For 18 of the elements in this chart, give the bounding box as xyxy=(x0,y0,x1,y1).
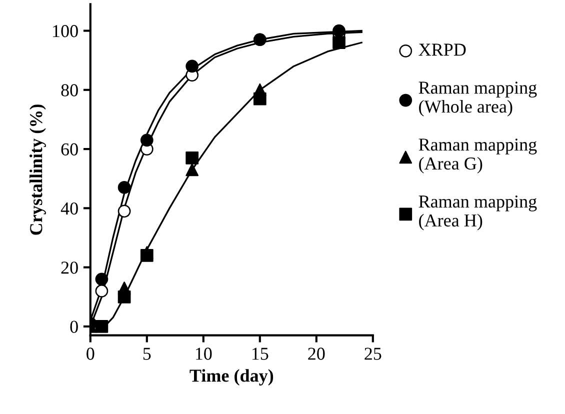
legend-label: Raman mapping (Area H) xyxy=(418,196,537,230)
y-tick-label: 60 xyxy=(61,143,78,156)
x-tick-label: 20 xyxy=(308,348,325,360)
y-tick-label: 100 xyxy=(53,25,78,38)
y-tick-label: 40 xyxy=(60,202,78,215)
legend-label: Raman mapping (Whole area) xyxy=(418,82,537,116)
x-tick-label: 15 xyxy=(252,348,268,360)
legend-label: Raman mapping (Area G) xyxy=(418,138,537,174)
y-tick-label: 0 xyxy=(70,320,78,333)
y-axis-title: Crystallinity (%) xyxy=(30,104,46,235)
y-tick-label: 80 xyxy=(61,84,78,96)
x-axis-title: Time (day) xyxy=(190,369,274,386)
legend-label: XRPD xyxy=(418,44,466,56)
x-tick-label: 5 xyxy=(143,348,151,360)
x-tick-label: 10 xyxy=(196,348,212,360)
y-tick-label: 20 xyxy=(61,262,78,274)
x-tick-label: 0 xyxy=(86,348,94,360)
x-tick-label: 25 xyxy=(364,348,382,360)
